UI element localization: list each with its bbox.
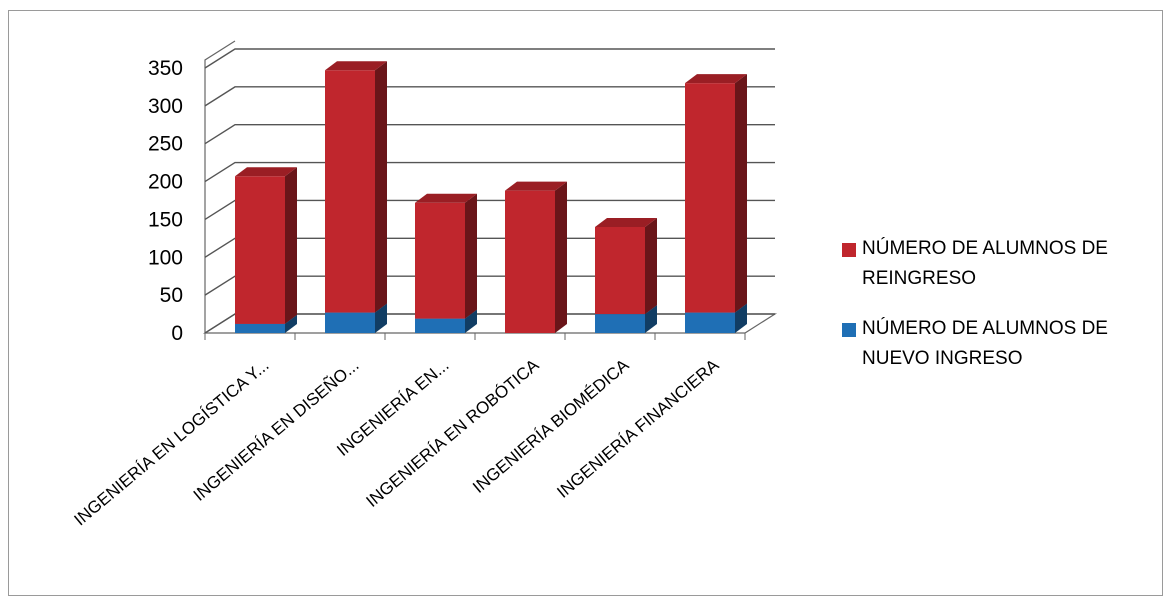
bar-front [235, 176, 285, 324]
bar-side [285, 314, 297, 333]
bar-segment [415, 193, 477, 319]
chart-frame [8, 10, 1163, 596]
bar-front [685, 312, 735, 333]
bar-side [645, 218, 657, 315]
legend-label-nuevo-ingreso: NÚMERO DE ALUMNOS DE NUEVO INGRESO [862, 318, 1108, 369]
bar-front [595, 314, 645, 333]
bar-segment [595, 218, 657, 315]
bar-front [415, 318, 465, 333]
gridline [204, 86, 775, 107]
bar-top [685, 74, 747, 84]
x-category-label: INGENIERÍA EN ROBÓTICA [362, 355, 543, 511]
legend-item-nuevo-ingreso: NÚMERO DE ALUMNOS DE NUEVO INGRESO [842, 314, 1162, 374]
legend-swatch-reingreso [842, 243, 856, 257]
bar-front [595, 227, 645, 315]
y-tick-label: 350 [148, 57, 183, 80]
bar-side [735, 74, 747, 313]
x-category-label: INGENIERÍA EN DISEÑO... [190, 356, 363, 505]
bar-top [325, 61, 387, 71]
bar-front [505, 190, 555, 333]
bar-side [285, 167, 297, 324]
bar-top [235, 167, 297, 177]
y-tick-label: 300 [148, 95, 183, 118]
legend: NÚMERO DE ALUMNOS DE REINGRESO NÚMERO DE… [842, 234, 1162, 394]
legend-label-reingreso: NÚMERO DE ALUMNOS DE REINGRESO [862, 238, 1108, 289]
legend-swatch-nuevo-ingreso [842, 323, 856, 337]
bar-segment [505, 181, 567, 333]
x-category-label: INGENIERÍA BIOMÉDICA [469, 355, 633, 497]
x-category-label: INGENIERÍA FINANCIERA [553, 355, 723, 502]
gridline [204, 161, 775, 183]
bar-front [685, 83, 735, 313]
bar-front [325, 312, 375, 333]
bar-segment [325, 61, 387, 313]
gridline [204, 48, 775, 69]
y-tick-label: 150 [148, 208, 183, 231]
bar-side [735, 303, 747, 333]
gridline [204, 124, 775, 145]
bar-front [325, 70, 375, 313]
y-tick-label: 200 [148, 171, 183, 194]
bar-side [465, 193, 477, 319]
bar-segment [685, 74, 747, 313]
legend-item-reingreso: NÚMERO DE ALUMNOS DE REINGRESO [842, 234, 1162, 294]
bar-segment [235, 167, 297, 324]
bar-top [505, 181, 567, 191]
bar-top [595, 218, 657, 227]
y-tick-label: 250 [148, 133, 183, 156]
y-tick-label: 50 [160, 284, 183, 307]
y-tick-label: 100 [148, 246, 183, 269]
bar-side [375, 303, 387, 333]
bar-side [465, 309, 477, 333]
left-wall-edge [204, 40, 236, 333]
bar-front [235, 323, 285, 333]
bar-front [415, 202, 465, 319]
bar-side [645, 305, 657, 333]
y-tick-label: 0 [171, 322, 183, 345]
bar-top [415, 193, 477, 203]
bar-side [555, 181, 567, 333]
bar-side [375, 61, 387, 313]
x-category-label: INGENIERÍA EN LOGÍSTICA Y... [70, 356, 272, 530]
